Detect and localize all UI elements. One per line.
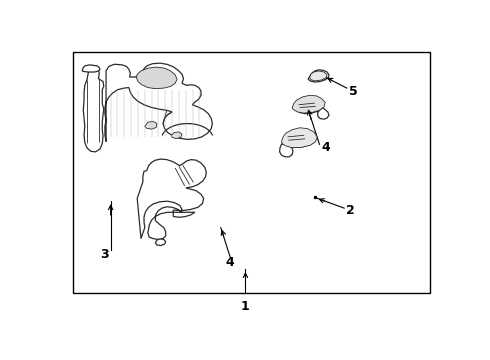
Polygon shape <box>296 98 323 114</box>
Polygon shape <box>137 159 206 239</box>
Polygon shape <box>308 70 329 82</box>
Bar <box>73 51 430 293</box>
Polygon shape <box>105 63 212 141</box>
Text: 4: 4 <box>226 256 235 269</box>
Polygon shape <box>280 144 293 157</box>
Polygon shape <box>292 95 325 113</box>
Polygon shape <box>285 131 314 148</box>
Text: 3: 3 <box>100 248 109 261</box>
Polygon shape <box>318 108 329 119</box>
Text: 4: 4 <box>321 141 330 154</box>
Text: 5: 5 <box>348 85 357 98</box>
Polygon shape <box>310 71 327 81</box>
Polygon shape <box>136 67 177 89</box>
Polygon shape <box>281 128 317 148</box>
Polygon shape <box>82 65 100 72</box>
Text: 2: 2 <box>346 204 355 217</box>
Text: 1: 1 <box>241 300 250 313</box>
Polygon shape <box>83 68 104 152</box>
Polygon shape <box>145 121 157 129</box>
Polygon shape <box>172 132 182 139</box>
Polygon shape <box>155 239 166 246</box>
